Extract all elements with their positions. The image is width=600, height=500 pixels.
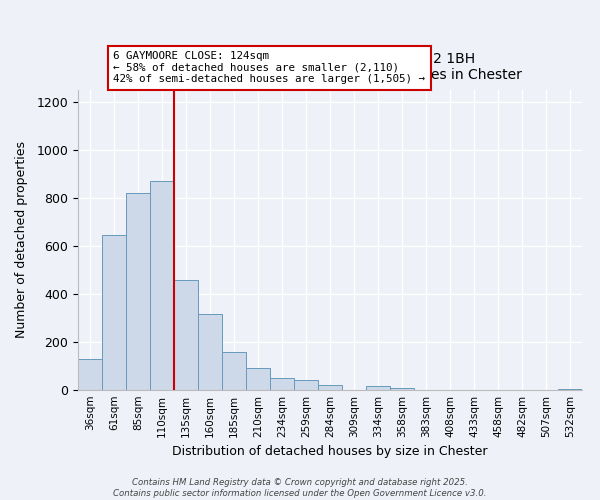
Bar — [390, 388, 414, 390]
Bar — [78, 359, 102, 390]
Bar — [198, 314, 222, 390]
Bar — [150, 181, 174, 390]
Bar — [270, 378, 294, 390]
Bar — [294, 380, 318, 390]
Text: 6 GAYMOORE CLOSE: 124sqm
← 58% of detached houses are smaller (2,110)
42% of sem: 6 GAYMOORE CLOSE: 124sqm ← 58% of detach… — [113, 51, 425, 84]
Y-axis label: Number of detached properties: Number of detached properties — [15, 142, 28, 338]
Bar — [174, 280, 198, 390]
Title: 6, GAYMOORE CLOSE, CHESTER, CH2 1BH
Size of property relative to detached houses: 6, GAYMOORE CLOSE, CHESTER, CH2 1BH Size… — [138, 52, 522, 82]
Text: Contains HM Land Registry data © Crown copyright and database right 2025.
Contai: Contains HM Land Registry data © Crown c… — [113, 478, 487, 498]
Bar — [246, 368, 270, 390]
Bar — [222, 352, 246, 390]
Bar — [102, 235, 126, 390]
Bar — [126, 193, 150, 390]
X-axis label: Distribution of detached houses by size in Chester: Distribution of detached houses by size … — [172, 446, 488, 458]
Bar — [366, 386, 390, 390]
Bar — [318, 385, 342, 390]
